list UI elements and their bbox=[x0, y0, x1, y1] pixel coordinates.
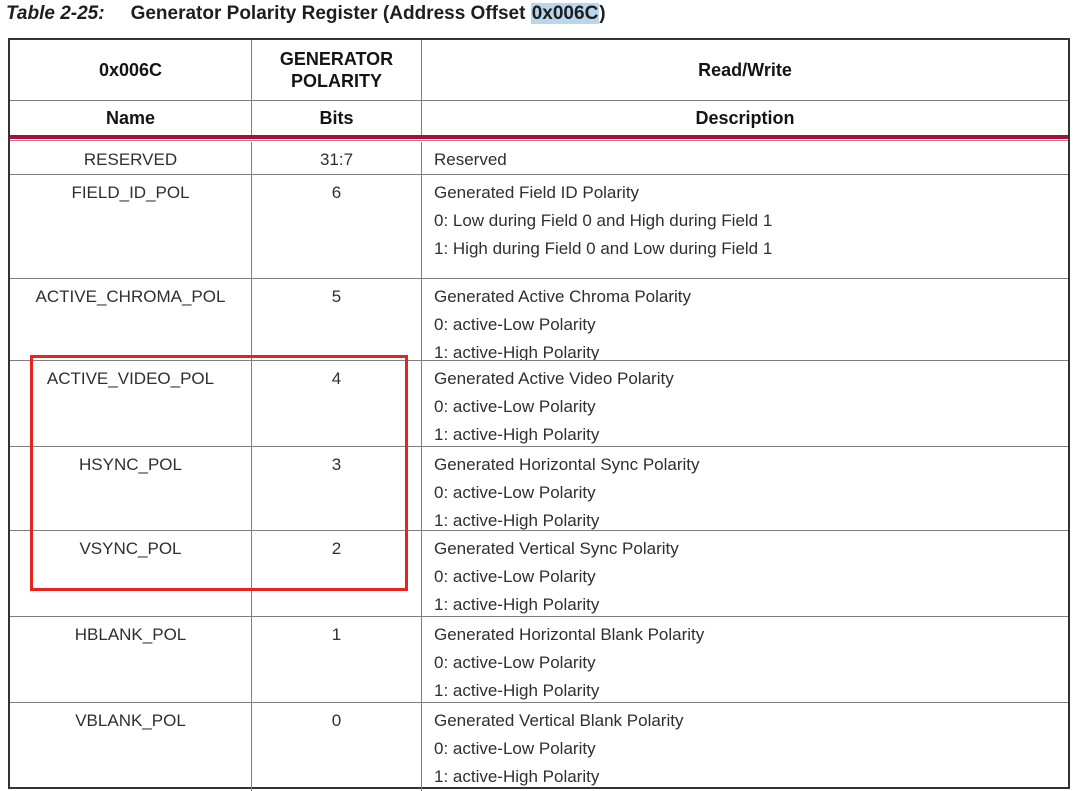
table-header-row-register: 0x006C GENERATOR POLARITY Read/Write bbox=[10, 40, 1068, 100]
field-name: VSYNC_POL bbox=[79, 539, 182, 558]
field-description: Generated Field ID Polarity 0: Low durin… bbox=[421, 175, 1068, 278]
field-bits: 2 bbox=[251, 531, 421, 616]
header-cell-address: 0x006C bbox=[98, 60, 163, 80]
field-description: Generated Vertical Blank Polarity 0: act… bbox=[421, 703, 1068, 791]
column-header-bits: Bits bbox=[251, 101, 421, 135]
table-row-reserved: RESERVED 31:7 Reserved bbox=[10, 142, 1068, 174]
table-number-label: Table 2-25: bbox=[6, 3, 105, 24]
rule-thin-line bbox=[10, 140, 1068, 141]
column-header-description: Description bbox=[421, 101, 1068, 135]
field-bits: 0 bbox=[251, 703, 421, 791]
table-header-row-columns: Name Bits Description bbox=[10, 100, 1068, 135]
column-header-name: Name bbox=[105, 108, 156, 128]
table-title-text: Generator Polarity Register (Address Off… bbox=[130, 3, 531, 24]
table-row-vsync-pol: VSYNC_POL 2 Generated Vertical Sync Pola… bbox=[10, 530, 1068, 616]
field-name: HBLANK_POL bbox=[74, 625, 187, 644]
table-row-field-id-pol: FIELD_ID_POL 6 Generated Field ID Polari… bbox=[10, 174, 1068, 278]
field-name: ACTIVE_CHROMA_POL bbox=[35, 287, 226, 306]
header-crimson-rule bbox=[10, 135, 1068, 142]
table-caption: Table 2-25: Generator Polarity Register (… bbox=[6, 3, 606, 25]
table-row-hblank-pol: HBLANK_POL 1 Generated Horizontal Blank … bbox=[10, 616, 1068, 702]
field-description: Generated Vertical Sync Polarity 0: acti… bbox=[421, 531, 1068, 616]
field-bits: 4 bbox=[251, 361, 421, 446]
field-name: VBLANK_POL bbox=[75, 711, 186, 730]
field-bits: 3 bbox=[251, 447, 421, 530]
table-row-active-chroma-pol: ACTIVE_CHROMA_POL 5 Generated Active Chr… bbox=[10, 278, 1068, 360]
field-name: FIELD_ID_POL bbox=[71, 183, 190, 202]
field-description: Generated Horizontal Blank Polarity 0: a… bbox=[421, 617, 1068, 702]
table-row-active-video-pol: ACTIVE_VIDEO_POL 4 Generated Active Vide… bbox=[10, 360, 1068, 446]
field-bits: 5 bbox=[251, 279, 421, 360]
field-description: Generated Active Chroma Polarity 0: acti… bbox=[421, 279, 1068, 360]
rule-thick-line bbox=[10, 135, 1068, 139]
field-name: HSYNC_POL bbox=[79, 455, 182, 474]
header-cell-access: Read/Write bbox=[421, 40, 1068, 100]
field-bits: 6 bbox=[251, 175, 421, 278]
table-row-vblank-pol: VBLANK_POL 0 Generated Vertical Blank Po… bbox=[10, 702, 1068, 791]
address-offset-link[interactable]: 0x006C bbox=[530, 3, 600, 24]
field-name: ACTIVE_VIDEO_POL bbox=[46, 369, 215, 388]
table-row-hsync-pol: HSYNC_POL 3 Generated Horizontal Sync Po… bbox=[10, 446, 1068, 530]
rule-gap bbox=[10, 139, 1068, 140]
table-title-close-paren: ) bbox=[599, 3, 606, 24]
field-bits: 31:7 bbox=[251, 142, 421, 174]
register-table: 0x006C GENERATOR POLARITY Read/Write Nam… bbox=[8, 38, 1070, 791]
field-description: Generated Active Video Polarity 0: activ… bbox=[421, 361, 1068, 446]
header-cell-register-name: GENERATOR POLARITY bbox=[251, 40, 421, 100]
field-description: Reserved bbox=[421, 142, 1068, 174]
field-bits: 1 bbox=[251, 617, 421, 702]
field-name: RESERVED bbox=[83, 150, 178, 169]
field-description: Generated Horizontal Sync Polarity 0: ac… bbox=[421, 447, 1068, 530]
